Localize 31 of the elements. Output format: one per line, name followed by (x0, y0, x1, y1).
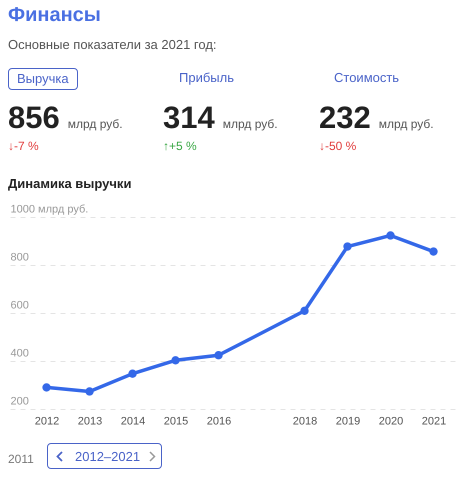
y-tick-label: 200 (10, 396, 29, 408)
text: 856 (8, 100, 60, 136)
text: Прибыль (178, 69, 235, 87)
y-tick-label: 400 (10, 348, 29, 360)
text: ↓-7 % (8, 139, 39, 153)
x-tick-label: 2015 (164, 416, 188, 428)
x-tick-label: 2020 (378, 416, 404, 428)
text: ↓-50 % (319, 139, 356, 153)
chart-title: Динамика выручки (8, 176, 132, 191)
x-tick-label: 2021 (422, 416, 446, 428)
y-tick-label: 600 (10, 300, 29, 312)
text: Финансы (8, 4, 101, 27)
text: Выручка (8, 68, 78, 90)
x-tick-label: 2016 (206, 416, 232, 428)
y-tick-label: 800 (10, 252, 29, 264)
x-tick-label: 2019 (336, 416, 360, 428)
text: 232 (319, 100, 371, 136)
text: 314 (163, 100, 215, 136)
x-tick-label: 2018 (292, 416, 318, 428)
x-tick-label: 2014 (120, 416, 146, 428)
text: млрд руб. (68, 117, 123, 131)
x-tick-label: 2013 (78, 416, 102, 428)
text: Стоимость (333, 69, 400, 87)
text: млрд руб. (378, 117, 434, 131)
text: млрд руб. (222, 117, 278, 131)
range-button: 2012–2021 (47, 443, 162, 469)
text: ↑+5 % (163, 139, 197, 153)
x-tick-label: 2012 (34, 416, 60, 428)
text: 2011 (8, 452, 34, 466)
y-tick-label: 1000 млрд руб. (10, 204, 88, 216)
text: Основные показатели за 2021 год: (8, 37, 217, 52)
